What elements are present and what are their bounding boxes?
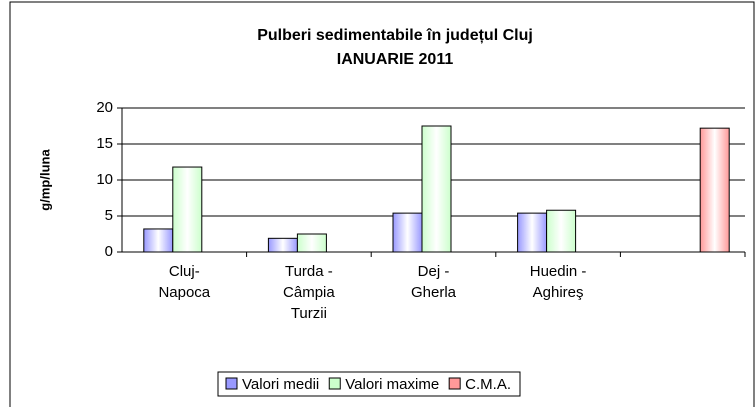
legend-swatch: [225, 377, 238, 390]
x-tick-label: Dej - Gherla: [410, 263, 457, 301]
x-tick-label: Huedin - Aghireş: [529, 263, 587, 301]
legend-swatch: [448, 377, 461, 390]
legend-box: [217, 371, 521, 397]
legend-label: C.M.A.: [465, 376, 511, 393]
bar: [421, 125, 452, 253]
bar: [517, 212, 548, 253]
legend-label: Valori maxime: [345, 376, 439, 393]
bar: [143, 228, 174, 253]
x-tick-label: Cluj-Napoca: [158, 263, 211, 301]
y-axis-label: g/mp/luna: [37, 149, 52, 211]
y-tick-label: 5: [105, 207, 113, 224]
bar: [392, 212, 423, 253]
y-tick-label: 20: [96, 99, 113, 116]
chart-subtitle: IANUARIE 2011: [337, 51, 454, 68]
bar: [267, 237, 298, 253]
bar: [296, 233, 327, 253]
y-tick-label: 0: [105, 243, 113, 260]
legend-label: Valori medii: [242, 376, 319, 393]
chart-title: Pulberi sedimentabile în județul Cluj: [257, 27, 533, 44]
x-tick-label: Turda - Câmpia Turzii: [283, 263, 335, 322]
bar: [172, 166, 203, 253]
y-tick-label: 10: [96, 171, 113, 188]
bar: [699, 127, 730, 253]
y-tick-label: 15: [96, 135, 113, 152]
bar: [546, 209, 577, 253]
chart-frame: [9, 1, 755, 407]
legend-swatch: [328, 377, 341, 390]
